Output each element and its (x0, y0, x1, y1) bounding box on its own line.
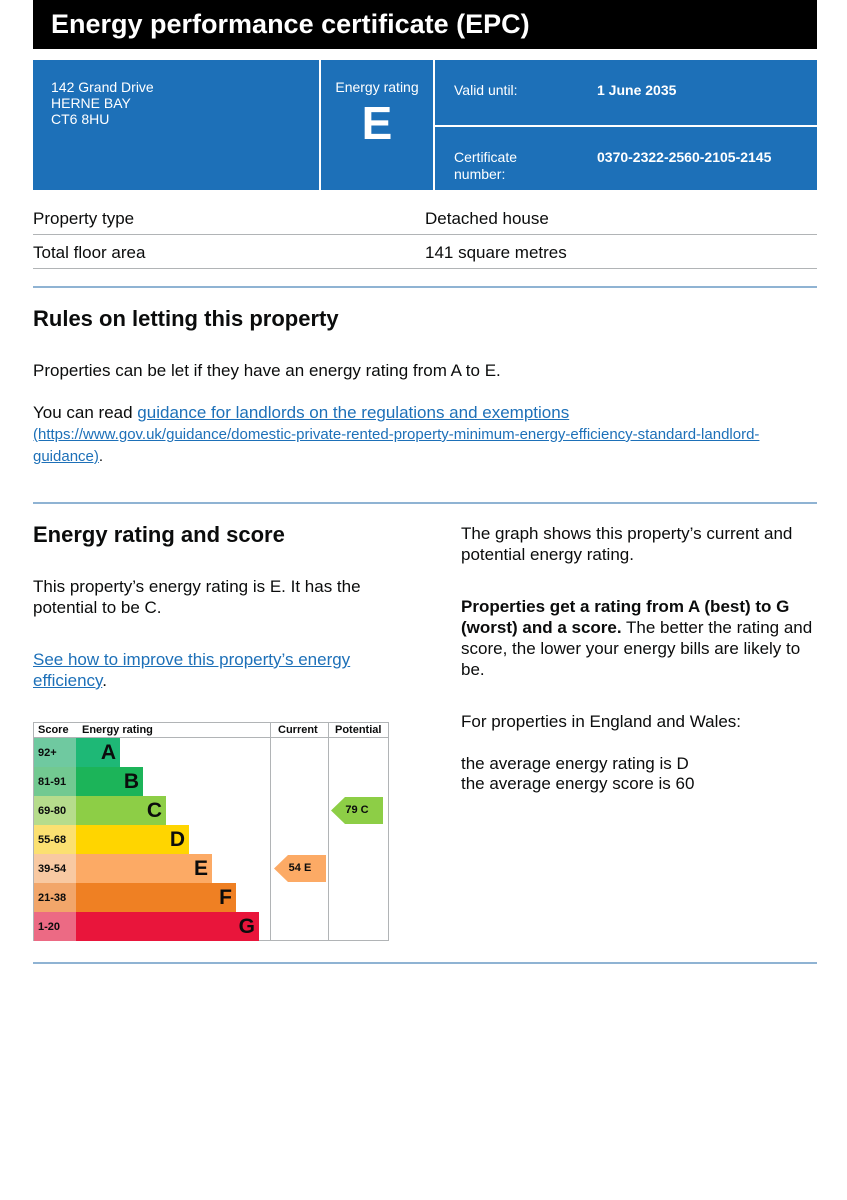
guidance-url[interactable]: guidance) (33, 448, 99, 465)
text: You can read (33, 403, 138, 422)
energy-rating-label: Energy rating (335, 79, 419, 95)
row-label: Property type (33, 209, 135, 228)
header-current: Current (278, 724, 318, 736)
average-rating: the average energy rating is D (461, 754, 689, 773)
valid-until-value: 1 June 2035 (597, 82, 677, 98)
divider (33, 286, 817, 288)
band-bar-a: A (76, 738, 120, 767)
header-energy-rating: Energy rating (82, 724, 153, 736)
band-score-d: 55-68 (34, 825, 76, 854)
address-line: CT6 8HU (51, 111, 110, 127)
page-title: Energy performance certificate (EPC) (33, 0, 817, 49)
property-type-row: Property type Detached house (33, 201, 817, 235)
address-line: 142 Grand Drive (51, 79, 154, 95)
row-label: Total floor area (33, 243, 146, 262)
row-value: 141 square metres (425, 243, 567, 262)
rating-explanation: Properties get a rating from A (best) to… (461, 596, 821, 680)
potential-rating-arrow: 79 C (331, 797, 383, 824)
guidance-link[interactable]: guidance for landlords on the regulation… (137, 403, 570, 422)
text: . (102, 671, 108, 690)
row-value: Detached house (425, 209, 549, 228)
text: The better the rating and score, the low… (461, 618, 813, 679)
address-line: HERNE BAY (51, 95, 131, 111)
text: . (98, 448, 104, 465)
certificate-label: number: (454, 166, 506, 182)
valid-until: Valid until: 1 June 2035 (435, 60, 817, 125)
letting-heading: Rules on letting this property (33, 306, 339, 331)
improve-paragraph: See how to improve this property’s energ… (33, 649, 403, 691)
energy-rating-value: E (361, 97, 393, 149)
band-bar-e: E (76, 854, 212, 883)
address: 142 Grand Drive HERNE BAY CT6 8HU (33, 60, 319, 190)
score-heading: Energy rating and score (33, 522, 285, 547)
score-text: This property’s energy rating is E. It h… (33, 577, 361, 617)
band-score-e: 39-54 (34, 854, 76, 883)
band-bar-g: G (76, 912, 259, 941)
certificate-number: Certificate number: 0370-2322-2560-2105-… (435, 127, 817, 190)
band-score-a: 92+ (34, 738, 76, 767)
graph-description: The graph shows this property’s current … (461, 524, 793, 564)
column-divider (328, 723, 329, 940)
average-heading: For properties in England and Wales: (461, 712, 742, 731)
guidance-url[interactable]: (https://www.gov.uk/guidance/domestic-pr… (33, 426, 760, 443)
letting-guidance: You can read guidance for landlords on t… (33, 402, 823, 467)
bold-text: Properties get a rating from A (best) to… (461, 597, 790, 637)
certificate-label: Certificate (454, 149, 518, 165)
current-rating-arrow: 54 E (274, 855, 326, 882)
divider (33, 502, 817, 504)
header-potential: Potential (335, 724, 382, 736)
divider (33, 962, 817, 964)
band-score-g: 1-20 (34, 912, 76, 941)
valid-until-label: Valid until: (454, 82, 518, 98)
energy-rating-box: Energy rating E (321, 60, 433, 190)
band-bar-b: B (76, 767, 143, 796)
band-bar-c: C (76, 796, 166, 825)
header-score: Score (38, 724, 69, 736)
band-bar-f: F (76, 883, 236, 912)
energy-rating-chart: Score Energy rating Current Potential 92… (33, 722, 389, 941)
band-score-b: 81-91 (34, 767, 76, 796)
letting-text: Properties can be let if they have an en… (33, 361, 501, 380)
improve-link[interactable]: See how to improve this property’s energ… (33, 650, 351, 690)
column-divider (270, 723, 271, 940)
floor-area-row: Total floor area 141 square metres (33, 235, 817, 269)
band-score-f: 21-38 (34, 883, 76, 912)
band-bar-d: D (76, 825, 189, 854)
certificate-value: 0370-2322-2560-2105-2145 (597, 149, 772, 165)
band-score-c: 69-80 (34, 796, 76, 825)
header-divider (34, 737, 388, 738)
average-score: the average energy score is 60 (461, 774, 695, 793)
